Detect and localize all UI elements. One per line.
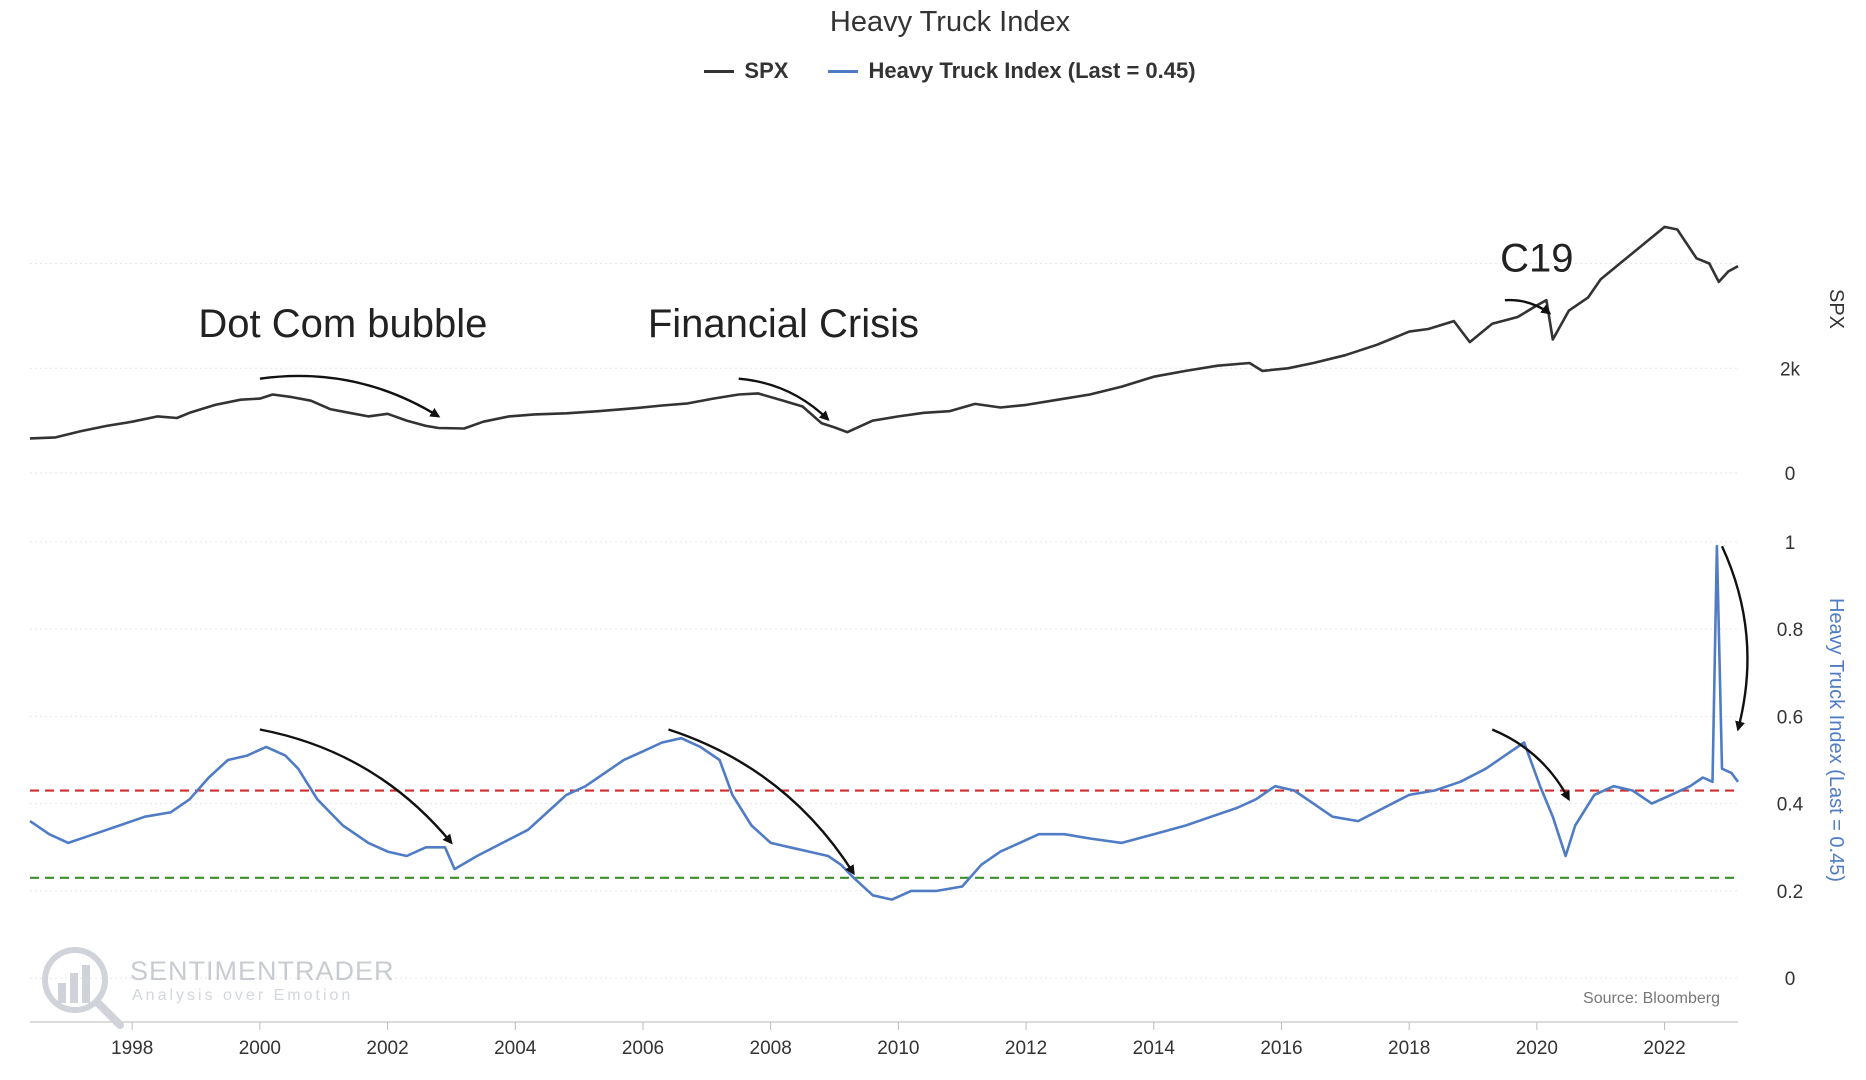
annotation-arrows: [259, 298, 1749, 876]
annotation-arrow: [668, 728, 855, 876]
x-tick-label: 1998: [111, 1038, 153, 1059]
legend-item-truck[interactable]: Heavy Truck Index (Last = 0.45): [828, 58, 1196, 84]
grid-layer: [30, 263, 1738, 1030]
x-tick-label: 2018: [1388, 1038, 1430, 1059]
logo-bar: [82, 965, 90, 1003]
x-tick-label: 2012: [1005, 1038, 1047, 1059]
y-axis-title-spx: SPX: [1825, 289, 1847, 329]
watermark-logo-icon: [42, 947, 124, 1029]
logo-bar: [58, 983, 66, 1003]
y-axis-title-heavy-truck-index: Heavy Truck Index (Last = 0.45): [1825, 598, 1847, 882]
legend-swatch-spx: [704, 69, 735, 73]
watermark-brand: SENTIMENTRADER: [130, 956, 395, 986]
y-tick-label-truck: 0.6: [1777, 707, 1803, 728]
watermark-tagline: Analysis over Emotion: [132, 987, 353, 1004]
annotation-arrow: [259, 728, 453, 845]
annotation-arrow: [1720, 545, 1749, 732]
y-tick-label-truck: 1: [1785, 533, 1796, 554]
y-tick-label-spx: 0: [1785, 464, 1796, 485]
x-tick-label: 2000: [239, 1038, 281, 1059]
x-tick-label: 2014: [1133, 1038, 1176, 1059]
legend-item-spx[interactable]: SPX: [704, 58, 788, 84]
x-tick-label: 2004: [494, 1038, 537, 1059]
annotation-label: Financial Crisis: [648, 302, 919, 346]
logo-bar: [70, 973, 78, 1003]
source-label: Source: Bloomberg: [1583, 990, 1720, 1007]
y-tick-label-truck: 0.2: [1777, 882, 1803, 903]
annotation-arrow: [738, 377, 830, 421]
chart-title: Heavy Truck Index: [829, 6, 1071, 38]
legend-label-spx: SPX: [744, 58, 789, 83]
logo-handle: [94, 999, 124, 1029]
y-tick-label-spx: 2k: [1780, 359, 1801, 380]
x-tick-label: 2002: [366, 1038, 408, 1059]
annotation-label: Dot Com bubble: [198, 302, 487, 346]
annotation-label: C19: [1500, 236, 1573, 280]
x-tick-label: 2022: [1643, 1038, 1685, 1059]
x-tick-label: 2008: [750, 1038, 792, 1059]
text-layer: 0 2k 0 0.2 0.4 0.6 0.8 1 1998 2000 2002 2004 2006 200…: [42, 236, 1847, 1059]
series-line-heavy-truck-index: [29, 544, 1740, 901]
annotation-arrow: [259, 374, 441, 418]
legend-swatch-truck: [828, 69, 859, 73]
logo-ring: [42, 947, 108, 1013]
y-tick-label-truck: 0.4: [1777, 795, 1804, 816]
x-tick-label: 2010: [877, 1038, 919, 1059]
legend: SPX Heavy Truck Index (Last = 0.45): [0, 58, 1866, 84]
x-tick-label: 2020: [1516, 1038, 1558, 1059]
x-tick-label: 2016: [1260, 1038, 1302, 1059]
x-tick-label: 2006: [622, 1038, 664, 1059]
y-tick-label-truck: 0.8: [1777, 620, 1803, 641]
legend-label-truck: Heavy Truck Index (Last = 0.45): [868, 58, 1196, 83]
annotation-arrow: [1491, 728, 1570, 802]
annotation-arrow: [1504, 298, 1552, 315]
y-tick-label-truck: 0: [1785, 969, 1796, 990]
